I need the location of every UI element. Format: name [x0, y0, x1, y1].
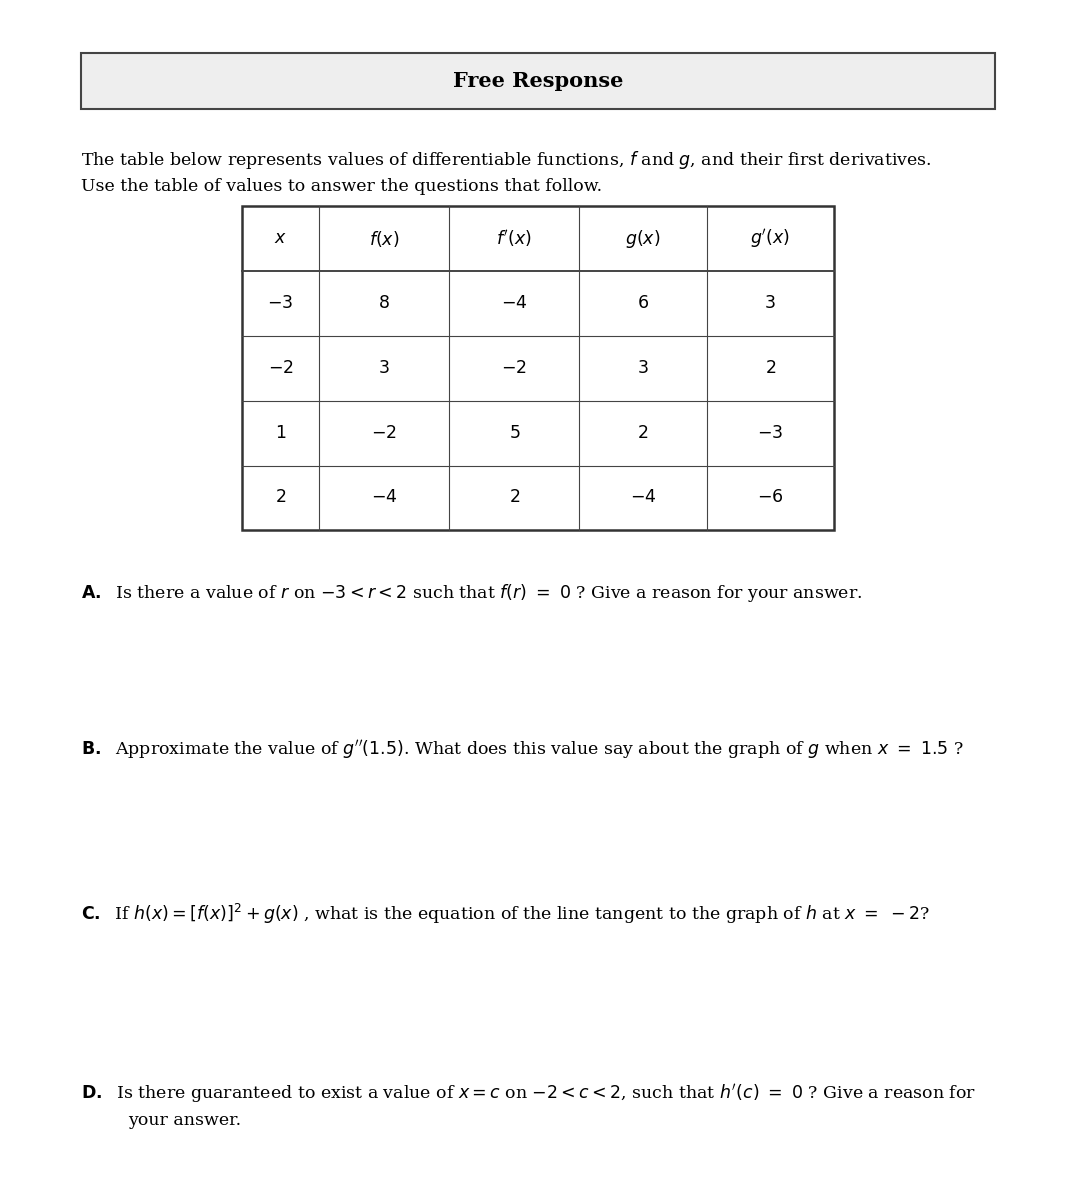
Text: $2$: $2$ — [765, 360, 776, 377]
Text: $-2$: $-2$ — [268, 360, 294, 377]
Text: your answer.: your answer. — [128, 1112, 241, 1129]
Text: $\mathbf{B.}$  Approximate the value of $g''(1.5)$. What does this value say abo: $\mathbf{B.}$ Approximate the value of $… — [81, 738, 963, 761]
Text: $\mathbf{A.}$  Is there a value of $r$ on $-3 < r < 2$ such that $f(r) \ = \ 0$ : $\mathbf{A.}$ Is there a value of $r$ on… — [81, 582, 862, 604]
Text: $1$: $1$ — [274, 425, 286, 442]
Text: $-4$: $-4$ — [501, 295, 527, 312]
Text: The table below represents values of differentiable functions, $f$ and $g$, and : The table below represents values of dif… — [81, 149, 932, 170]
Text: $g(x)$: $g(x)$ — [625, 228, 661, 250]
Text: $f(x)$: $f(x)$ — [369, 229, 399, 248]
Text: $-3$: $-3$ — [758, 425, 783, 442]
Text: $3$: $3$ — [637, 360, 649, 377]
Text: $3$: $3$ — [764, 295, 776, 312]
Text: $\mathbf{C.}$  If $h(x) = [f(x)]^2 + g(x)$ , what is the equation of the line ta: $\mathbf{C.}$ If $h(x) = [f(x)]^2 + g(x)… — [81, 902, 930, 926]
Text: $-3$: $-3$ — [268, 295, 294, 312]
Text: $-2$: $-2$ — [371, 425, 397, 442]
Bar — [242, 206, 834, 530]
Text: $2$: $2$ — [637, 425, 649, 442]
Text: $6$: $6$ — [637, 295, 649, 312]
Text: $-4$: $-4$ — [371, 490, 397, 506]
Text: $2$: $2$ — [509, 490, 520, 506]
Text: Use the table of values to answer the questions that follow.: Use the table of values to answer the qu… — [81, 178, 601, 194]
Text: $8$: $8$ — [379, 295, 390, 312]
Text: $3$: $3$ — [379, 360, 390, 377]
Bar — [81, 53, 995, 109]
Text: Free Response: Free Response — [453, 71, 623, 91]
Text: $\mathbf{D.}$  Is there guaranteed to exist a value of $x = c$ on $-2 < c < 2$, : $\mathbf{D.}$ Is there guaranteed to exi… — [81, 1082, 976, 1105]
Text: $-4$: $-4$ — [629, 490, 656, 506]
Text: $2$: $2$ — [275, 490, 286, 506]
Text: $g'(x)$: $g'(x)$ — [750, 227, 790, 251]
Text: $-6$: $-6$ — [758, 490, 783, 506]
Text: $x$: $x$ — [274, 230, 287, 247]
Text: $5$: $5$ — [509, 425, 520, 442]
Text: $f'(x)$: $f'(x)$ — [496, 228, 533, 250]
Text: $-2$: $-2$ — [501, 360, 527, 377]
